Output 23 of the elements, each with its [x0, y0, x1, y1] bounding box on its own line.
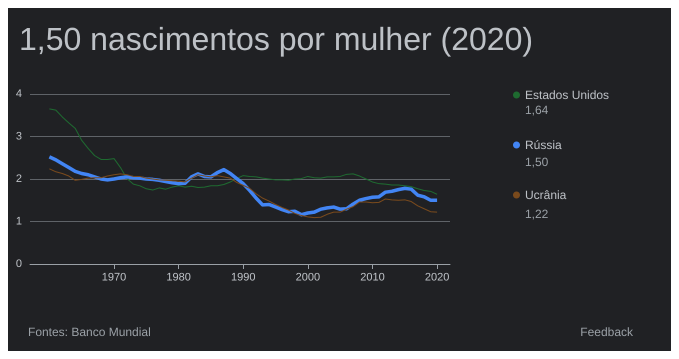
y-tick-label: 0 — [16, 258, 22, 270]
x-tick-label: 2000 — [296, 272, 320, 284]
text: Feedback — [580, 325, 634, 339]
text: Fontes: Banco Mundial — [28, 325, 151, 339]
line-series — [48, 168, 438, 218]
x-tick-label: 2020 — [424, 272, 450, 284]
y-tick-label: 3 — [16, 130, 22, 142]
legend-label: Rússia — [525, 138, 562, 152]
y-tick-label: 4 — [16, 88, 22, 100]
x-tick-label: 2010 — [360, 272, 385, 284]
text: 1,22 — [525, 207, 549, 221]
x-tick-label: 1980 — [166, 272, 191, 284]
legend-label: Ucrânia — [525, 188, 567, 202]
y-tick-label: 2 — [16, 173, 22, 185]
chart-title: 1,50 nascimentos por mulher (2020) — [19, 21, 534, 57]
line-series — [48, 155, 439, 216]
x-tick-label: 1990 — [230, 272, 256, 284]
text: 1,64 — [525, 103, 549, 117]
line-series — [48, 108, 438, 195]
y-tick-label: 1 — [16, 216, 22, 228]
x-tick-label: 1970 — [102, 272, 126, 284]
text: 1,50 — [525, 155, 549, 169]
legend-label: Estados Unidos — [525, 88, 610, 102]
